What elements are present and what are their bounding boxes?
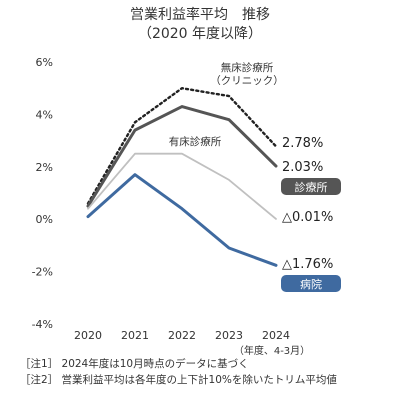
series-badge-label: 診療所: [295, 180, 328, 194]
y-tick-label: 0%: [36, 213, 53, 226]
series-name-label: 無床診療所: [221, 61, 274, 74]
chart-title: 営業利益率平均 推移: [130, 7, 270, 23]
series-badge-label: 病院: [300, 277, 322, 291]
end-value-label: 2.78%: [282, 136, 323, 151]
chart-title-block: 営業利益率平均 推移 （2020 年度以降）: [0, 6, 400, 44]
chart-subtitle: （2020 年度以降）: [137, 26, 263, 42]
x-tick-label: 2023: [215, 329, 243, 342]
y-tick-label: 2%: [36, 161, 53, 174]
end-value-label: △0.01%: [282, 210, 333, 225]
series-name-label: 有床診療所: [169, 135, 222, 148]
footnote-1: ［注1］ 2024年度は10月時点のデータに基づく: [20, 358, 249, 370]
series-badge: [281, 275, 341, 292]
x-unit-note: （年度、4-3月）: [234, 344, 310, 357]
end-value-label: 2.03%: [282, 160, 323, 175]
y-tick-label: -2%: [32, 266, 53, 279]
x-tick-label: 2022: [168, 329, 196, 342]
series-line: [86, 86, 278, 205]
end-value-label: △1.76%: [282, 257, 333, 272]
y-tick-label: 6%: [36, 56, 53, 69]
series-line: [86, 173, 278, 267]
series-badge: [281, 178, 341, 195]
x-tick-label: 2021: [121, 329, 149, 342]
series-line: [87, 152, 277, 220]
footnote-2: ［注2］ 営業利益平均は各年度の上下計10%を除いたトリム平均値: [20, 374, 337, 386]
y-tick-label: -4%: [32, 318, 53, 331]
series-name-label: （クリニック）: [210, 75, 284, 87]
series-line: [86, 105, 278, 208]
y-tick-label: 4%: [36, 108, 53, 121]
x-tick-label: 2020: [74, 329, 102, 342]
x-tick-label: 2024: [262, 329, 290, 342]
